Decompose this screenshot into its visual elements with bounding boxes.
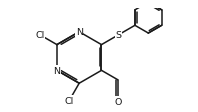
Text: O: O: [114, 97, 121, 106]
Text: Cl: Cl: [35, 31, 44, 40]
Text: N: N: [53, 66, 60, 75]
Text: Cl: Cl: [65, 96, 74, 105]
Text: N: N: [76, 28, 83, 37]
Text: S: S: [116, 31, 122, 40]
